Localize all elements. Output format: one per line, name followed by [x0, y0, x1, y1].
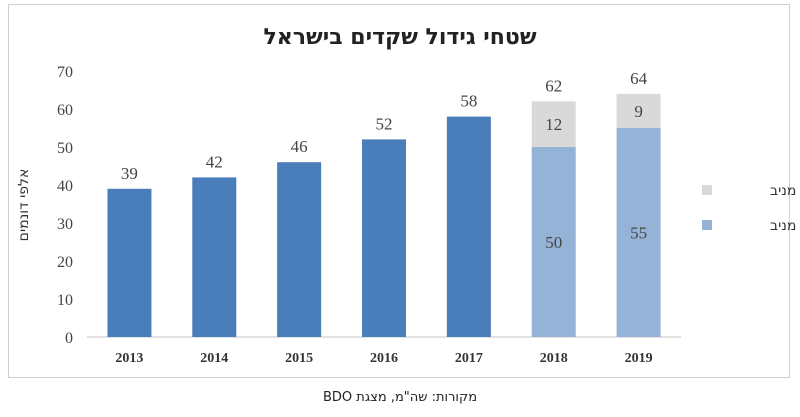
plot-area: 0 10 20 30 40 50 60 70 39 2013 42 2014 46 2015 52 2016 5… [57, 64, 681, 366]
y-tick-label: 40 [57, 178, 73, 195]
source-note: מקורות: שה"מ, מצגת BDO [322, 390, 478, 405]
data-label-2018-productive: 50 [545, 233, 562, 252]
x-tick-label: 2013 [115, 351, 143, 366]
data-label-2019-productive: 55 [630, 224, 647, 243]
x-tick-label: 2016 [370, 351, 398, 366]
chart-frame [8, 4, 790, 378]
x-tick-label: 2018 [540, 351, 568, 366]
bar-segment-2018-productive [531, 147, 576, 337]
y-tick-label: 10 [57, 292, 73, 309]
total-label-2015: 46 [291, 137, 308, 156]
y-tick-label: 0 [65, 330, 73, 347]
total-label-2017: 58 [460, 92, 477, 111]
bar-chart: שטחי גידול שקדים בישראל אלפי דונמים 0 10 2… [16, 25, 800, 366]
total-label-2019: 64 [630, 69, 648, 88]
y-tick-label: 60 [57, 102, 73, 119]
chart-title: שטחי גידול שקדים בישראל [263, 25, 536, 50]
bar-2014 [192, 177, 237, 337]
y-tick-label: 50 [57, 140, 73, 157]
total-label-2016: 52 [376, 114, 393, 133]
data-label-2019-nonproductive: 9 [634, 102, 643, 121]
bar-2016 [362, 139, 406, 337]
total-label-2014: 42 [206, 152, 223, 171]
x-tick-label: 2015 [285, 351, 313, 366]
legend-item-productive-swatch [702, 220, 712, 230]
bar-segment-2019-nonproductive [616, 93, 661, 128]
legend-item-productive-label: מניב [770, 218, 796, 234]
data-label-2018-nonproductive: 12 [545, 115, 562, 134]
x-tick-label: 2017 [455, 351, 483, 366]
bar-2013 [107, 188, 152, 337]
bar-segment-2018-nonproductive [531, 101, 576, 147]
legend-item-nonproductive-label: לא מניב [770, 183, 800, 199]
y-tick-label: 30 [57, 216, 73, 233]
y-axis-label: אלפי דונמים [16, 169, 32, 242]
y-tick-label: 20 [57, 254, 73, 271]
bar-2017 [446, 116, 491, 337]
bar-segment-2019-productive [616, 128, 661, 337]
legend: לא מניב מניב [702, 183, 800, 234]
total-label-2013: 39 [121, 164, 138, 183]
bar-2015 [277, 162, 322, 337]
x-tick-label: 2014 [200, 351, 228, 366]
x-tick-label: 2019 [625, 351, 653, 366]
total-label-2018: 62 [545, 76, 562, 95]
legend-item-nonproductive-swatch [702, 185, 712, 195]
y-tick-label: 70 [57, 64, 73, 81]
